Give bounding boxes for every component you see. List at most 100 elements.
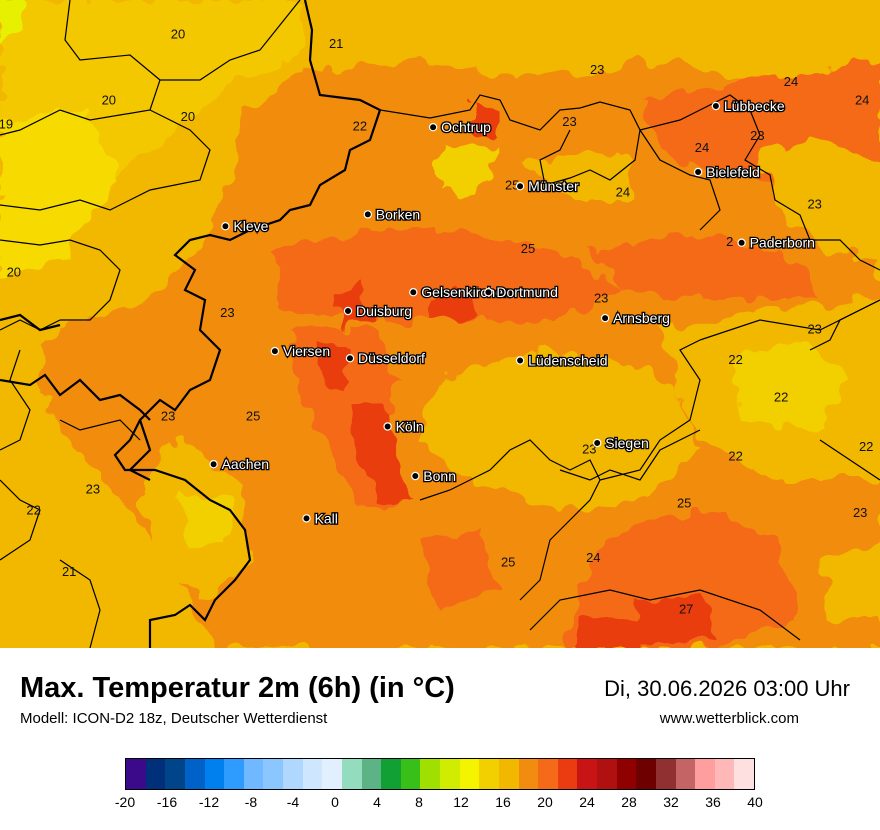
legend-swatch bbox=[420, 759, 440, 789]
legend-tick-label: 16 bbox=[495, 794, 511, 810]
city-dot bbox=[302, 514, 311, 523]
city-label: Lübbecke bbox=[724, 98, 785, 114]
temperature-field bbox=[0, 0, 880, 648]
city-marker[interactable]: Lüdenscheid bbox=[515, 351, 609, 370]
legend-swatch bbox=[381, 759, 401, 789]
city-marker[interactable]: Paderborn bbox=[737, 233, 816, 252]
city-dot bbox=[383, 422, 392, 431]
legend-tick-label: -8 bbox=[244, 794, 258, 810]
website-link[interactable]: www.wetterblick.com bbox=[659, 710, 799, 727]
isoline-label: 23 bbox=[853, 505, 867, 520]
isoline-labels: 20 21 20 20 19 22 23 24 24 23 24 23 25 24 23 2 25 20 25 23 2… bbox=[0, 27, 873, 617]
legend-tick-label: 8 bbox=[415, 794, 423, 810]
isoline-label: 20 bbox=[7, 265, 21, 280]
city-marker[interactable]: Borken bbox=[363, 205, 421, 224]
map-title: Max. Temperatur 2m (6h) (in °C) bbox=[20, 672, 455, 704]
isoline-label: 25 bbox=[246, 409, 260, 424]
legend-swatch bbox=[165, 759, 185, 789]
temperature-map-canvas: 20 21 20 20 19 22 23 24 24 23 24 23 25 24 23 2 25 20 25 23 2… bbox=[0, 0, 880, 649]
city-label: Ochtrup bbox=[441, 119, 491, 135]
city-marker[interactable]: Arnsberg bbox=[600, 309, 671, 327]
city-label: Viersen bbox=[283, 343, 330, 359]
legend-swatch bbox=[734, 759, 754, 789]
legend-swatch bbox=[341, 759, 362, 789]
city-dot bbox=[270, 346, 280, 356]
legend-tick-label: 0 bbox=[331, 794, 339, 810]
legend-tick-label: 12 bbox=[453, 794, 469, 810]
isoline-label: 21 bbox=[329, 36, 343, 51]
legend-swatch bbox=[204, 759, 225, 789]
legend-swatch bbox=[302, 759, 323, 789]
city-marker[interactable]: Bonn bbox=[411, 467, 457, 485]
city-dot bbox=[209, 460, 218, 469]
city-label: Lüdenscheid bbox=[528, 353, 607, 369]
legend-tick-label: 20 bbox=[537, 794, 553, 810]
city-dot bbox=[363, 210, 372, 219]
isoline-label: 23 bbox=[590, 62, 604, 77]
legend-swatch bbox=[322, 759, 342, 789]
isoline-label: 22 bbox=[728, 352, 742, 367]
isoline-label: 22 bbox=[26, 503, 40, 518]
isoline-label: 23 bbox=[594, 291, 608, 306]
legend-swatch bbox=[283, 759, 303, 789]
temperature-map[interactable]: 20 21 20 20 19 22 23 24 24 23 24 23 25 24 23 2 25 20 25 23 2… bbox=[0, 0, 880, 649]
city-dot bbox=[600, 313, 610, 323]
city-dot bbox=[411, 471, 420, 481]
legend-swatch bbox=[224, 759, 244, 789]
legend-tick-label: 28 bbox=[621, 794, 637, 810]
legend-swatch bbox=[616, 759, 637, 789]
isoline-label: 20 bbox=[171, 27, 185, 42]
city-marker[interactable]: Duisburg bbox=[343, 302, 413, 320]
city-dot bbox=[737, 238, 746, 247]
isoline-label: 24 bbox=[586, 550, 600, 565]
city-label: Düsseldorf bbox=[358, 350, 425, 366]
isoline-label: 23 bbox=[807, 196, 821, 211]
legend-swatch bbox=[498, 759, 519, 789]
city-marker[interactable]: Ochtrup bbox=[428, 118, 492, 136]
legend-tick-label: -20 bbox=[114, 794, 136, 810]
legend-swatch bbox=[145, 759, 166, 789]
city-marker[interactable]: Siegen bbox=[593, 434, 650, 452]
city-dot bbox=[221, 221, 230, 231]
isoline-label: 22 bbox=[774, 390, 788, 405]
legend-swatch bbox=[459, 759, 480, 789]
city-marker[interactable]: Viersen bbox=[270, 342, 331, 360]
country-border bbox=[0, 0, 382, 648]
isoline-label: 23 bbox=[582, 442, 596, 457]
legend-swatch bbox=[361, 759, 382, 789]
footer: Max. Temperatur 2m (6h) (in °C) Modell: … bbox=[0, 648, 880, 830]
city-marker[interactable]: Münster bbox=[515, 177, 580, 195]
isoline-label: 20 bbox=[102, 93, 116, 108]
isoline-label: 22 bbox=[859, 439, 873, 454]
city-marker[interactable]: Dortmund bbox=[484, 283, 559, 302]
state-border bbox=[379, 94, 880, 601]
city-marker[interactable]: Kleve bbox=[221, 217, 270, 235]
city-marker[interactable]: Düsseldorf bbox=[345, 349, 426, 368]
isoline-label: 25 bbox=[501, 555, 515, 570]
city-marker[interactable]: Köln bbox=[383, 417, 425, 436]
city-dot bbox=[711, 101, 721, 111]
city-marker[interactable]: Aachen bbox=[209, 455, 270, 474]
city-markers: Ochtrup Lübbecke Bielefeld Münster Borken Kle… bbox=[209, 97, 816, 528]
legend-swatch bbox=[440, 759, 460, 789]
city-label: Arnsberg bbox=[613, 310, 670, 326]
legend-swatch bbox=[126, 759, 146, 789]
legend-tick-label: -12 bbox=[198, 794, 220, 810]
isoline-label: 24 bbox=[695, 140, 709, 155]
legend-swatch bbox=[714, 759, 735, 789]
color-legend-bar bbox=[125, 758, 755, 790]
legend-swatch bbox=[636, 759, 656, 789]
city-dot bbox=[409, 288, 418, 297]
city-marker[interactable]: Bielefeld bbox=[693, 163, 761, 181]
legend-swatch bbox=[243, 759, 264, 789]
city-marker[interactable]: Lübbecke bbox=[711, 97, 786, 115]
city-label: Köln bbox=[396, 419, 424, 435]
legend-tick-label: 40 bbox=[747, 794, 763, 810]
city-marker[interactable]: Kall bbox=[302, 509, 339, 528]
legend-swatch bbox=[518, 759, 539, 789]
city-dot bbox=[343, 306, 353, 316]
legend-tick-label: 32 bbox=[663, 794, 679, 810]
legend-tick-label: -4 bbox=[286, 794, 300, 810]
city-label: Kleve bbox=[233, 218, 268, 234]
isoline-label: 24 bbox=[616, 185, 630, 200]
